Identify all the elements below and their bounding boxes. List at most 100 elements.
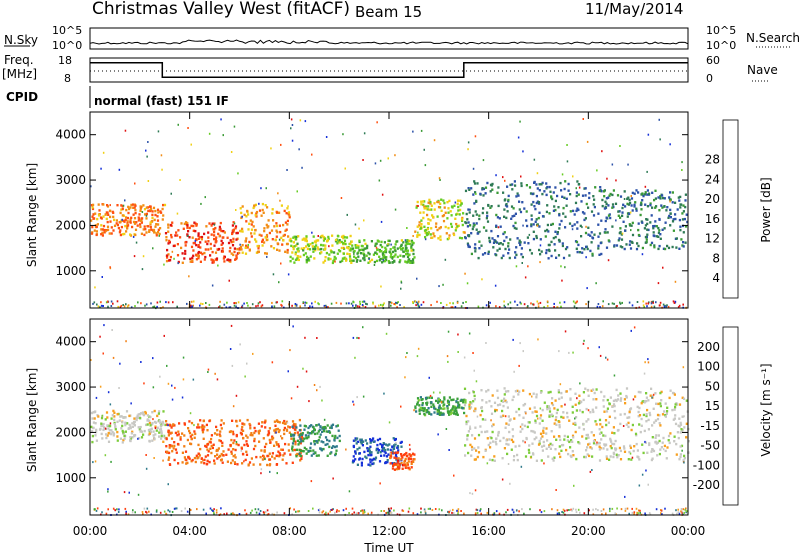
echo-cell (373, 260, 376, 264)
echo-cell (133, 206, 136, 209)
echo-cell (474, 458, 477, 461)
clutter-cell (118, 508, 120, 511)
clutter-cell (137, 301, 139, 304)
echo-cell (142, 413, 145, 416)
echo-cell (271, 212, 274, 215)
echo-cell (234, 462, 237, 465)
echo-cell (280, 236, 283, 239)
echo-cell (142, 228, 145, 231)
echo-cell (431, 236, 434, 239)
echo-cell (546, 406, 549, 409)
echo-cell (275, 222, 278, 225)
echo-cell (260, 425, 263, 428)
echo-cell (356, 440, 360, 443)
scatter-cell (234, 453, 236, 456)
echo-cell (207, 240, 210, 243)
echo-cell (542, 440, 545, 444)
echo-cell (657, 226, 660, 230)
echo-cell (278, 224, 281, 227)
clutter-cell (454, 306, 457, 308)
echo-cell (511, 398, 514, 402)
echo-cell (157, 211, 160, 214)
echo-cell (458, 213, 461, 216)
echo-cell (176, 434, 179, 437)
clutter-cell (323, 304, 326, 307)
echo-cell (528, 407, 532, 410)
echo-cell (433, 411, 436, 414)
clutter-cell (318, 508, 321, 511)
scatter-cell (423, 148, 425, 151)
echo-cell (406, 249, 409, 252)
echo-cell (167, 458, 170, 461)
echo-cell (241, 425, 244, 429)
scatter-cell (564, 403, 566, 406)
echo-cell (226, 460, 229, 463)
echo-cell (244, 458, 247, 462)
echo-cell (286, 207, 289, 210)
echo-cell (352, 445, 355, 449)
echo-cell (216, 433, 219, 436)
echo-cell (465, 422, 468, 426)
echo-cell (352, 459, 355, 462)
echo-cell (135, 221, 138, 224)
echo-cell (92, 203, 95, 207)
echo-cell (578, 400, 581, 403)
echo-cell (286, 251, 289, 254)
echo-cell (331, 434, 334, 438)
echo-cell (351, 247, 355, 250)
echo-cell (494, 408, 497, 412)
echo-cell (578, 409, 582, 412)
echo-cell (640, 424, 643, 427)
scatter-cell (189, 412, 192, 415)
scatter-cell (298, 148, 300, 151)
echo-cell (576, 180, 579, 183)
clutter-cell (110, 305, 113, 307)
echo-cell (657, 231, 660, 235)
echo-cell (629, 446, 632, 449)
echo-cell (240, 433, 243, 436)
echo-cell (153, 437, 156, 441)
clutter-cell (415, 301, 418, 304)
clutter-cell (150, 302, 152, 305)
echo-cell (438, 412, 441, 415)
echo-cell (475, 449, 478, 452)
echo-cell (343, 236, 346, 239)
scatter-cell (94, 460, 97, 463)
echo-cell (560, 396, 563, 399)
echo-cell (494, 440, 497, 444)
clutter-cell (155, 510, 158, 513)
clutter-cell (664, 507, 666, 510)
echo-cell (131, 203, 135, 206)
echo-cell (564, 247, 568, 251)
scatter-cell (681, 169, 683, 171)
echo-cell (266, 226, 269, 229)
echo-cell (442, 214, 446, 217)
clutter-cell (357, 512, 360, 515)
echo-cell (153, 231, 156, 234)
echo-cell (172, 244, 175, 248)
echo-cell (230, 461, 233, 465)
echo-cell (481, 211, 484, 215)
echo-cell (146, 206, 150, 209)
echo-cell (361, 244, 364, 248)
echo-cell (679, 455, 682, 459)
clutter-cell (237, 301, 240, 304)
echo-cell (662, 247, 665, 250)
echo-cell (450, 225, 453, 228)
echo-cell (236, 424, 239, 428)
echo-cell (506, 452, 509, 456)
echo-cell (451, 407, 454, 410)
scatter-cell (100, 167, 102, 170)
scatter-cell (356, 244, 358, 247)
echo-cell (205, 423, 208, 427)
scatter-cell (119, 362, 121, 365)
echo-cell (213, 459, 216, 462)
echo-cell (420, 200, 423, 203)
echo-cell (91, 215, 94, 218)
scatter-cell (363, 132, 366, 135)
echo-cell (625, 394, 628, 398)
echo-cell (490, 436, 493, 440)
echo-cell (511, 215, 514, 218)
echo-cell (167, 434, 170, 437)
echo-cell (314, 247, 317, 251)
